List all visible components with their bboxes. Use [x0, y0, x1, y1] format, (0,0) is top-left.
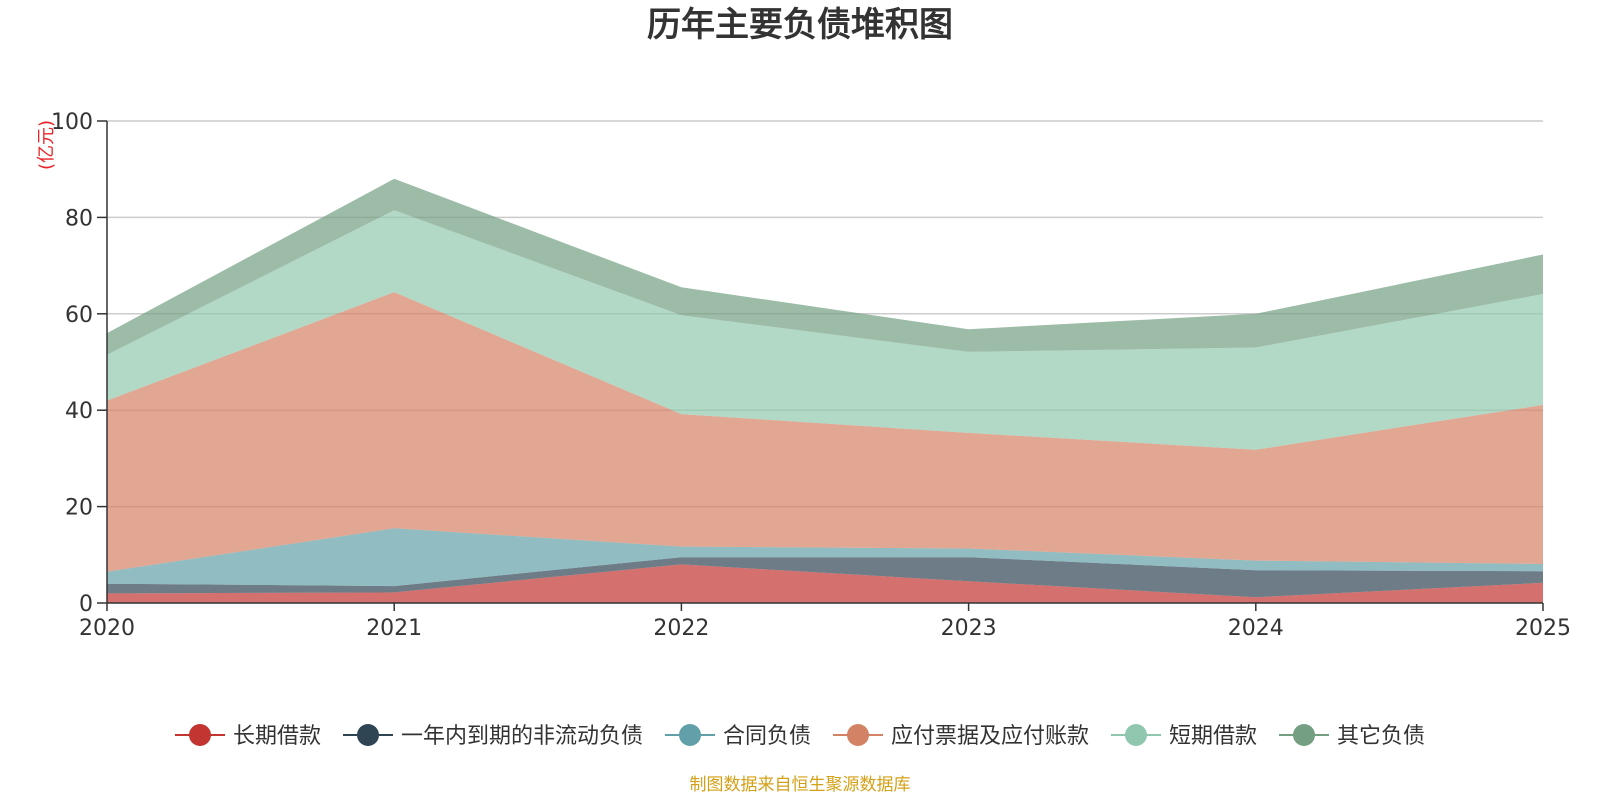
chart-title: 历年主要负债堆积图 [647, 5, 953, 45]
legend-label: 其它负债 [1337, 724, 1425, 749]
y-tick-label: 100 [51, 110, 93, 135]
legend-dot-icon [847, 724, 869, 746]
legend: 长期借款 一年内到期的非流动负债 合同负债 应付票据及应付账款 短期借款 其它负债 [175, 724, 1425, 749]
x-tick-label: 2024 [1228, 616, 1284, 641]
y-axis-unit-label: (亿元) [36, 120, 57, 170]
legend-dot-icon [357, 724, 379, 746]
x-tick-label: 2022 [653, 616, 709, 641]
legend-label: 短期借款 [1169, 724, 1257, 749]
legend-item-5[interactable]: 其它负债 [1279, 724, 1425, 749]
area-series-4 [107, 210, 1543, 450]
legend-label: 一年内到期的非流动负债 [401, 724, 643, 749]
y-tick-label: 40 [65, 399, 93, 424]
area-series-5 [107, 178, 1543, 355]
axes: 0 20 40 60 80 100 2020 2021 2022 2023 2024 2025 [51, 110, 1571, 641]
area-series-3 [107, 292, 1543, 572]
legend-label: 长期借款 [233, 724, 321, 749]
x-tick-label: 2020 [79, 616, 135, 641]
legend-item-0[interactable]: 长期借款 [175, 724, 321, 749]
area-series-1 [107, 557, 1543, 598]
area-series [107, 178, 1543, 603]
legend-label: 应付票据及应付账款 [891, 724, 1089, 749]
legend-dot-icon [679, 724, 701, 746]
legend-dot-icon [1125, 724, 1147, 746]
legend-item-2[interactable]: 合同负债 [665, 724, 811, 749]
y-tick-label: 20 [65, 496, 93, 521]
data-source-note: 制图数据来自恒生聚源数据库 [690, 775, 911, 795]
legend-item-1[interactable]: 一年内到期的非流动负债 [343, 724, 643, 749]
y-tick-label: 0 [79, 592, 93, 617]
x-tick-label: 2023 [941, 616, 997, 641]
legend-dot-icon [1293, 724, 1315, 746]
legend-label: 合同负债 [723, 724, 811, 749]
x-tick-label: 2025 [1515, 616, 1571, 641]
y-tick-label: 80 [65, 206, 93, 231]
y-tick-label: 60 [65, 303, 93, 328]
legend-dot-icon [189, 724, 211, 746]
area-series-2 [107, 528, 1543, 587]
legend-item-3[interactable]: 应付票据及应付账款 [833, 724, 1089, 749]
area-series-0 [107, 564, 1543, 603]
legend-item-4[interactable]: 短期借款 [1111, 724, 1257, 749]
x-tick-label: 2021 [366, 616, 422, 641]
